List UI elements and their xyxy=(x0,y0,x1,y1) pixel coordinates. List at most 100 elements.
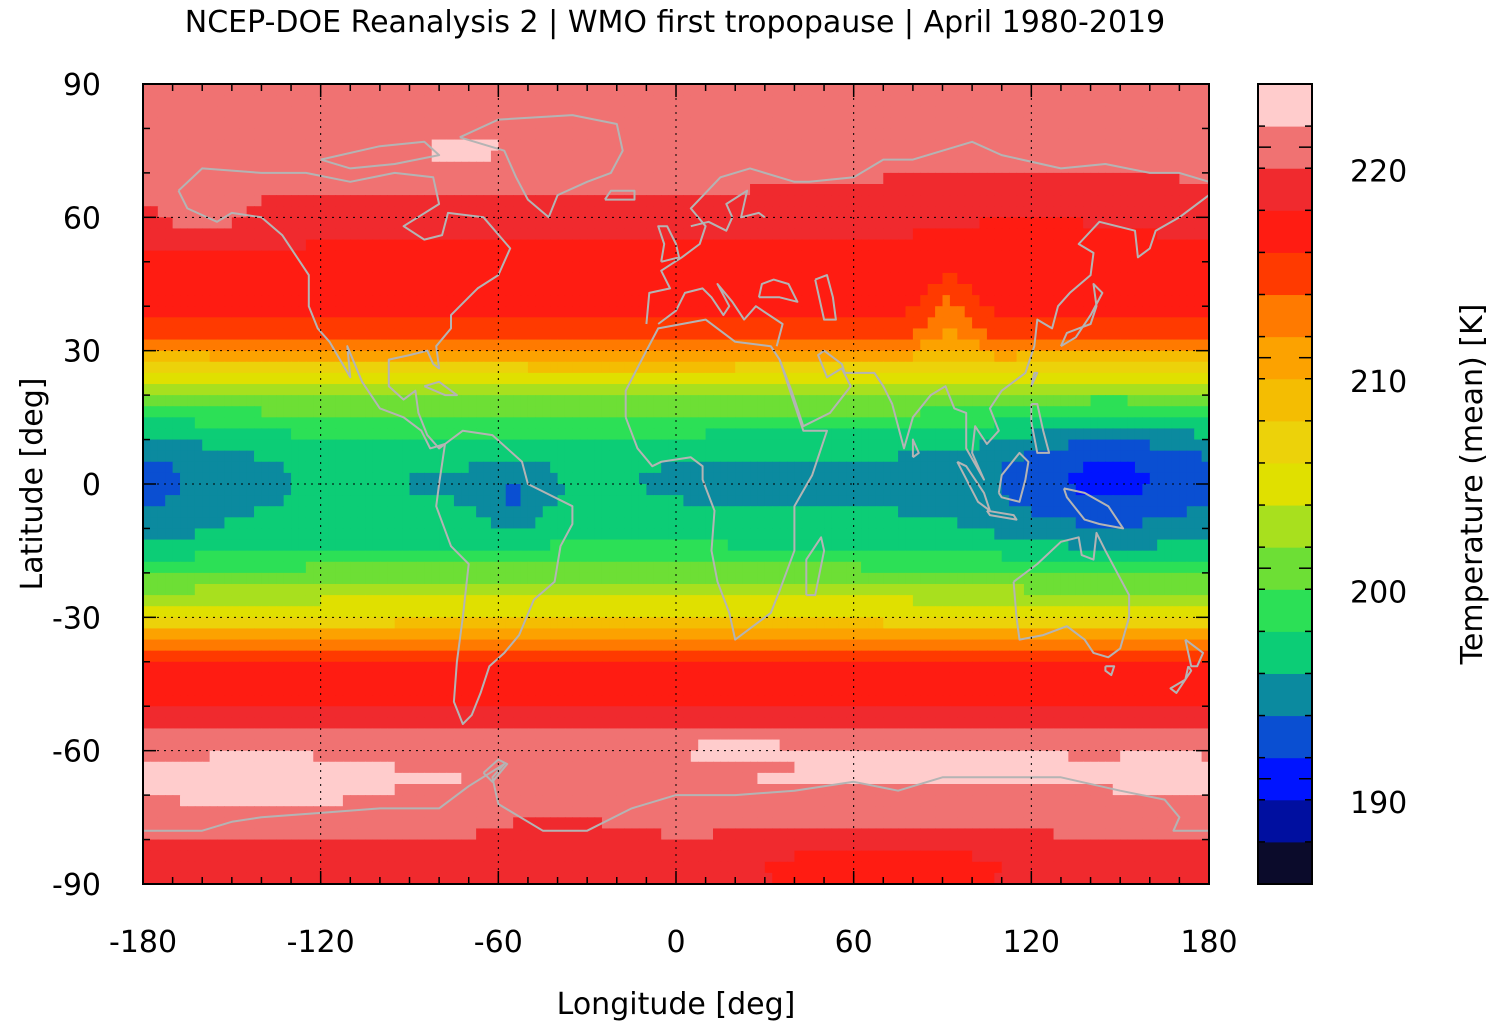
heatmap-cell xyxy=(1127,172,1136,185)
heatmap-cell xyxy=(587,317,596,330)
heatmap-cell xyxy=(298,161,307,174)
heatmap-cell xyxy=(735,428,744,441)
heatmap-cell xyxy=(1164,339,1173,352)
heatmap-cell xyxy=(276,217,285,230)
heatmap-cell xyxy=(1134,395,1143,407)
heatmap-cell xyxy=(268,150,277,163)
heatmap-cell xyxy=(905,317,914,330)
heatmap-cell xyxy=(787,361,796,374)
heatmap-cell xyxy=(1179,295,1188,307)
heatmap-cell xyxy=(513,106,522,118)
heatmap-cell xyxy=(772,128,781,141)
heatmap-cell xyxy=(757,295,766,307)
heatmap-cell xyxy=(972,228,981,241)
heatmap-cell xyxy=(424,106,433,118)
heatmap-cell xyxy=(661,172,670,185)
heatmap-cell xyxy=(490,417,499,430)
heatmap-cell xyxy=(187,106,196,118)
heatmap-cell xyxy=(231,184,240,196)
heatmap-cell xyxy=(379,84,388,96)
heatmap-cell xyxy=(1090,350,1099,363)
heatmap-cell xyxy=(261,161,270,174)
heatmap-cell xyxy=(920,339,929,352)
heatmap-cell xyxy=(527,161,536,174)
heatmap-cell xyxy=(824,428,833,441)
heatmap-cell xyxy=(505,328,514,341)
heatmap-cell xyxy=(1194,195,1203,207)
heatmap-cell xyxy=(646,139,655,152)
heatmap-cell xyxy=(994,172,1003,185)
heatmap-cell xyxy=(587,161,596,174)
heatmap-cell xyxy=(772,150,781,163)
heatmap-cell xyxy=(535,361,544,374)
heatmap-cell xyxy=(624,439,633,452)
heatmap-cell xyxy=(579,195,588,207)
heatmap-cell xyxy=(476,95,485,107)
heatmap-cell xyxy=(661,328,670,341)
heatmap-cell xyxy=(305,417,314,430)
heatmap-cell xyxy=(720,317,729,330)
heatmap-cell xyxy=(868,306,877,318)
heatmap-cell xyxy=(246,306,255,318)
heatmap-cell xyxy=(705,295,714,307)
heatmap-cell xyxy=(824,439,833,452)
heatmap-cell xyxy=(1112,272,1121,285)
heatmap-cell xyxy=(809,417,818,430)
heatmap-cell xyxy=(735,284,744,296)
heatmap-cell xyxy=(1171,306,1180,318)
heatmap-cell xyxy=(446,239,455,252)
heatmap-cell xyxy=(994,317,1003,330)
heatmap-cell xyxy=(298,239,307,252)
heatmap-cell xyxy=(535,95,544,107)
heatmap-cell xyxy=(698,172,707,185)
heatmap-cell xyxy=(276,395,285,407)
heatmap-cell xyxy=(513,284,522,296)
heatmap-cell xyxy=(180,339,189,352)
heatmap-cell xyxy=(165,461,174,474)
heatmap-cell xyxy=(624,139,633,152)
heatmap-cell xyxy=(1053,128,1062,141)
heatmap-cell xyxy=(624,384,633,396)
heatmap-cell xyxy=(912,150,921,163)
heatmap-cell xyxy=(1083,372,1092,385)
heatmap-cell xyxy=(979,439,988,452)
heatmap-cell xyxy=(246,361,255,374)
heatmap-cell xyxy=(698,339,707,352)
heatmap-cell xyxy=(890,450,899,463)
heatmap-cell xyxy=(431,272,440,285)
heatmap-cell xyxy=(1046,184,1055,196)
heatmap-cell xyxy=(1179,439,1188,452)
heatmap-cell xyxy=(194,161,203,174)
heatmap-cell xyxy=(239,328,248,341)
heatmap-cell xyxy=(705,117,714,130)
heatmap-cell xyxy=(150,295,159,307)
heatmap-cell xyxy=(298,284,307,296)
heatmap-cell xyxy=(217,172,226,185)
heatmap-cell xyxy=(1142,428,1151,441)
heatmap-cell xyxy=(1201,139,1209,152)
heatmap-cell xyxy=(949,184,958,196)
heatmap-cell xyxy=(416,117,425,130)
heatmap-cell xyxy=(1186,406,1195,418)
heatmap-cell xyxy=(320,172,329,185)
heatmap-cell xyxy=(461,150,470,163)
heatmap-cell xyxy=(1164,272,1173,285)
heatmap-cell xyxy=(1112,406,1121,418)
heatmap-cell xyxy=(342,361,351,374)
heatmap-cell xyxy=(535,306,544,318)
heatmap-cell xyxy=(165,84,174,96)
heatmap-cell xyxy=(868,239,877,252)
heatmap-cell xyxy=(409,150,418,163)
heatmap-cell xyxy=(1046,428,1055,441)
heatmap-cell xyxy=(831,95,840,107)
heatmap-cell xyxy=(750,384,759,396)
heatmap-cell xyxy=(1009,239,1018,252)
heatmap-cell xyxy=(498,84,507,96)
heatmap-cell xyxy=(1194,128,1203,141)
heatmap-cell xyxy=(890,439,899,452)
heatmap-cell xyxy=(372,450,381,463)
heatmap-cell xyxy=(838,384,847,396)
heatmap-cell xyxy=(905,117,914,130)
heatmap-cell xyxy=(194,206,203,218)
heatmap-cell xyxy=(194,428,203,441)
